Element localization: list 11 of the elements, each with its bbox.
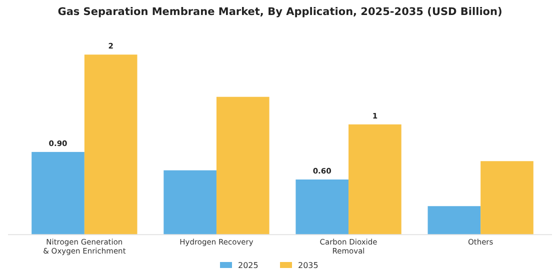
- bar: [216, 96, 270, 235]
- legend-label: 2025: [238, 261, 258, 270]
- bar: [84, 54, 138, 235]
- bar: [164, 170, 216, 235]
- bar: [480, 161, 534, 235]
- bar: [428, 206, 481, 235]
- chart-title: Gas Separation Membrane Market, By Application, 2025-2035 (USD Billion): [58, 6, 502, 18]
- bar: [348, 124, 402, 235]
- bar: [296, 180, 349, 235]
- legend-label: 2035: [298, 261, 318, 270]
- bar: [32, 152, 84, 235]
